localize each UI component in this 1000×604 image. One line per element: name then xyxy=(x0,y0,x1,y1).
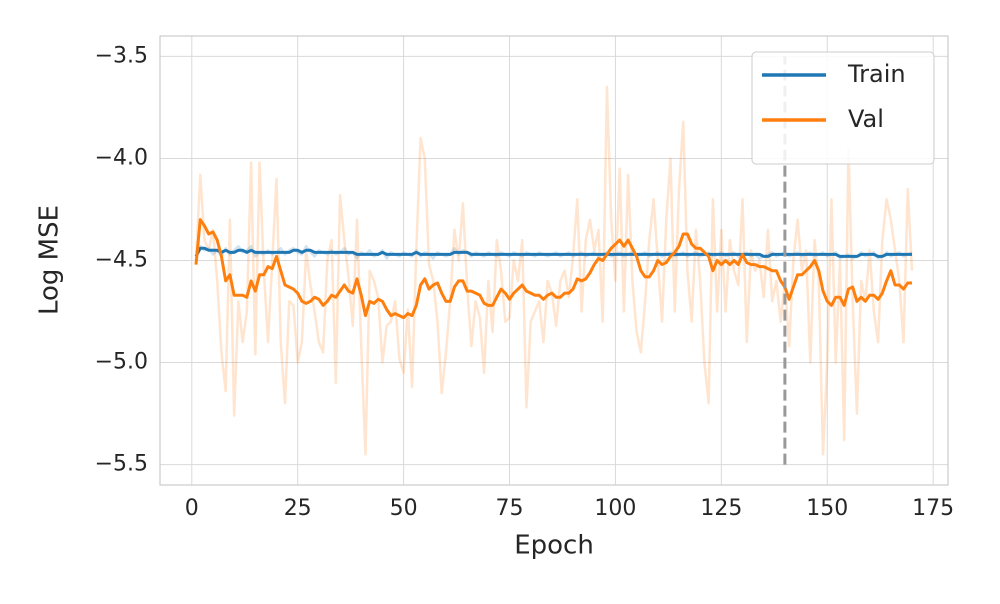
legend-label: Val xyxy=(848,105,884,133)
legend-box xyxy=(751,51,935,165)
y-tick-label: −5.0 xyxy=(95,350,148,375)
x-tick-label: 100 xyxy=(594,496,636,521)
x-tick-label: 125 xyxy=(700,496,742,521)
x-axis-label: Epoch xyxy=(514,531,594,561)
y-tick-label: −5.5 xyxy=(95,452,148,477)
y-tick-label: −3.5 xyxy=(95,43,148,68)
series-line xyxy=(194,246,912,258)
legend: Train Val xyxy=(751,51,935,165)
series-line xyxy=(194,218,912,320)
x-tick-label: 0 xyxy=(185,496,199,521)
y-axis-label: Log MSE xyxy=(35,205,65,315)
plot-frame xyxy=(159,35,949,486)
raw-line xyxy=(194,85,914,456)
y-tick-label: −4.0 xyxy=(95,145,148,170)
x-tick-label: 25 xyxy=(284,496,312,521)
x-tick-label: 75 xyxy=(496,496,524,521)
x-tick-label: 175 xyxy=(912,496,954,521)
y-tick-label: −4.5 xyxy=(95,248,148,273)
legend-label: Train xyxy=(847,60,906,88)
x-tick-label: 150 xyxy=(806,496,848,521)
x-tick-label: 50 xyxy=(390,496,418,521)
